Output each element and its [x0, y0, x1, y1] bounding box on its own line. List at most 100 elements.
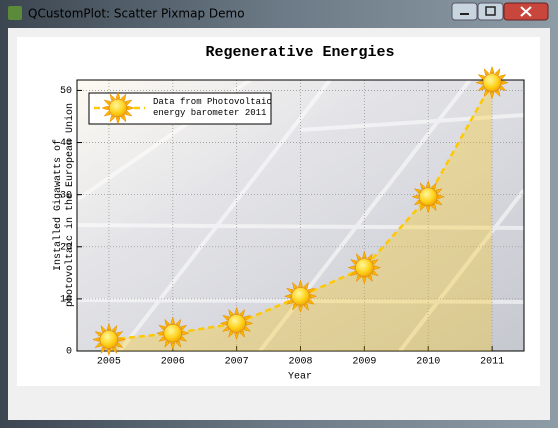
sun-ray: [494, 89, 501, 98]
sun-ray: [435, 188, 443, 194]
sun-ray: [116, 342, 124, 348]
sun-ray: [349, 259, 358, 265]
sun-ray: [92, 337, 100, 342]
sun-ray: [246, 321, 254, 326]
close-glyph: [520, 6, 532, 17]
sun-disc: [291, 286, 310, 306]
y-tick-label: 50: [60, 86, 72, 97]
x-tick-label: 2009: [352, 357, 376, 368]
sun-ray: [483, 68, 490, 76]
sun-ray: [158, 336, 166, 342]
y-tick-label: 40: [60, 138, 72, 149]
sun-marker: [155, 316, 190, 351]
y-axis-label: Installed Gigawatts of photovoltaic in t…: [53, 102, 76, 308]
sun-ray: [499, 74, 507, 80]
sun-ray: [437, 194, 446, 200]
sun-ray: [228, 308, 234, 317]
sun-ray: [127, 105, 135, 111]
app-icon: [8, 6, 22, 20]
sun-ray: [430, 182, 437, 190]
sun-ray: [477, 74, 485, 80]
y-tick-label: 10: [60, 295, 72, 306]
sun-ray: [175, 318, 182, 327]
sun-disc: [108, 98, 128, 118]
sun-ray: [371, 259, 379, 265]
sun-ray: [373, 265, 382, 270]
sun-marker: [283, 279, 318, 314]
sun-ray: [228, 330, 234, 338]
sun-ray: [489, 92, 495, 100]
sun-ray: [298, 279, 303, 287]
sun-ray: [355, 274, 362, 283]
x-tick-label: 2006: [161, 357, 185, 368]
maximize-button[interactable]: [477, 2, 504, 21]
sun-ray: [483, 89, 490, 98]
window-title: QCustomPlot: Scatter Pixmap Demo: [28, 7, 245, 21]
sun-ray: [109, 115, 116, 123]
sun-ray: [349, 270, 358, 277]
sun-ray: [239, 308, 246, 317]
sun-ray: [355, 253, 362, 261]
sun-ray: [100, 324, 107, 333]
sun-ray: [94, 331, 102, 337]
sun-marker: [219, 306, 254, 341]
sun-ray: [111, 324, 118, 333]
chart-title: Regenerative Energies: [205, 44, 394, 61]
sun-ray: [115, 91, 121, 99]
sun-ray: [477, 85, 485, 92]
sun-ray: [303, 281, 309, 290]
sun-ray: [435, 199, 443, 206]
y-tick-label: 30: [60, 190, 72, 201]
x-tick-label: 2011: [480, 357, 504, 368]
sun-ray: [234, 306, 239, 314]
sun-ray: [219, 321, 228, 326]
sun-ray: [285, 287, 294, 294]
maximize-glyph: [485, 6, 496, 16]
axis-frame: [76, 79, 525, 352]
sun-ray: [425, 179, 431, 188]
sun-marker: [347, 250, 382, 285]
sun-ray: [125, 110, 133, 117]
sun-ray: [103, 99, 111, 106]
sun-ray: [170, 342, 176, 351]
sun-ray: [413, 188, 422, 194]
sun-ray: [307, 287, 316, 294]
sun-ray: [170, 316, 176, 324]
sun-ray: [101, 105, 109, 111]
x-tick-label: 2007: [225, 357, 249, 368]
sun-ray: [109, 93, 116, 101]
sun-disc: [418, 187, 438, 207]
minimize-button[interactable]: [451, 2, 478, 21]
sun-ray: [164, 318, 171, 327]
sun-ray: [234, 332, 239, 341]
sun-ray: [118, 337, 126, 342]
sun-ray: [155, 330, 164, 336]
sun-ray: [158, 324, 166, 331]
sun-disc: [227, 313, 247, 333]
sun-ray: [106, 322, 112, 330]
sun-ray: [179, 336, 188, 342]
sun-ray: [120, 115, 127, 123]
x-tick-label: 2008: [288, 357, 312, 368]
sun-ray: [303, 303, 309, 311]
sun-disc: [354, 258, 374, 278]
sun-marker: [92, 322, 126, 357]
sun-ray: [419, 203, 426, 212]
sun-ray: [164, 340, 171, 348]
sun-ray: [243, 314, 252, 321]
sun-ray: [94, 342, 102, 348]
sun-ray: [106, 349, 112, 357]
y-tick-label: 0: [66, 347, 72, 358]
sun-ray: [292, 281, 298, 290]
sun-ray: [243, 326, 252, 332]
sun-ray: [103, 110, 111, 117]
sun-ray: [499, 85, 507, 92]
sun-marker: [411, 179, 446, 214]
sun-ray: [116, 331, 124, 337]
sun-ray: [285, 299, 294, 305]
sun-ray: [292, 303, 298, 311]
sun-ray: [425, 206, 431, 214]
sun-disc: [99, 330, 119, 349]
